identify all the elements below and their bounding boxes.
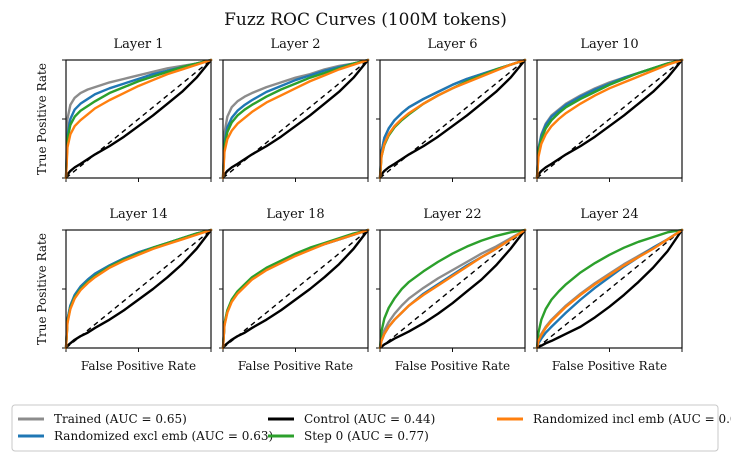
- roc-curve-series-3: [378, 228, 527, 350]
- x-axis-label: False Positive Rate: [238, 359, 353, 373]
- panel-layer-4: Layer 10: [533, 37, 684, 182]
- roc-curve-series-5: [221, 228, 370, 350]
- roc-curve-series-5: [64, 58, 213, 180]
- chance-diagonal: [222, 229, 369, 349]
- roc-curve-series-5: [535, 58, 684, 180]
- panel-title: Layer 2: [270, 37, 320, 52]
- panel-layer-1: Layer 1 True Positive Rate: [35, 37, 213, 182]
- legend-label: Control (AUC = 0.44): [304, 412, 435, 426]
- roc-curve-series-3: [64, 228, 213, 350]
- y-axis-label: True Positive Rate: [35, 233, 49, 345]
- x-axis-label: False Positive Rate: [395, 359, 510, 373]
- panel-layer-2: Layer 2: [219, 37, 370, 182]
- chance-diagonal: [65, 229, 212, 349]
- panels-layer: Layer 1 True Positive Rate Layer 2 Layer 6 L…: [35, 37, 684, 373]
- roc-curve-series-5: [535, 228, 684, 350]
- roc-curve-series-1: [64, 58, 213, 180]
- panel-layer-8: Layer 24 False Positive Rate: [533, 207, 684, 373]
- legend-label: Randomized excl emb (AUC = 0.63): [54, 429, 273, 443]
- panel-frame: [65, 229, 212, 349]
- panel-layer-6: Layer 18 False Positive Rate: [219, 207, 370, 373]
- roc-curve-series-3: [535, 58, 684, 180]
- legend-item: Control (AUC = 0.44): [268, 412, 435, 426]
- x-axis-label: False Positive Rate: [552, 359, 667, 373]
- panel-layer-7: Layer 22 False Positive Rate: [376, 207, 527, 373]
- panel-layer-3: Layer 6: [376, 37, 527, 182]
- panel-frame: [379, 59, 526, 179]
- chance-diagonal: [379, 229, 526, 349]
- roc-curve-series-4: [64, 58, 213, 180]
- legend: Trained (AUC = 0.65) Control (AUC = 0.44)…: [11, 404, 731, 452]
- panel-title: Layer 10: [580, 37, 638, 52]
- panel-title: Layer 24: [580, 207, 638, 222]
- roc-curve-series-4: [221, 58, 370, 180]
- figure-title: Fuzz ROC Curves (100M tokens): [224, 10, 507, 30]
- roc-curve-series-3: [535, 228, 684, 350]
- x-axis-label: False Positive Rate: [81, 359, 196, 373]
- panel-frame: [379, 229, 526, 349]
- roc-curve-series-5: [378, 58, 527, 180]
- legend-label: Trained (AUC = 0.65): [54, 412, 187, 426]
- panel-title: Layer 6: [427, 37, 477, 52]
- legend-item: Randomized incl emb (AUC = 0.65): [497, 412, 731, 426]
- panel-frame: [65, 59, 212, 179]
- legend-box: [11, 404, 719, 452]
- roc-curve-series-2: [221, 58, 370, 180]
- roc-curve-series-4: [535, 58, 684, 180]
- panel-layer-5: Layer 14 True Positive Rate False Positive…: [35, 207, 213, 373]
- panel-title: Layer 14: [109, 207, 167, 222]
- roc-curve-series-5: [221, 58, 370, 180]
- y-axis-label: True Positive Rate: [35, 63, 49, 175]
- legend-item: Randomized excl emb (AUC = 0.63): [18, 429, 273, 443]
- roc-curve-series-3: [221, 228, 370, 350]
- legend-item: Trained (AUC = 0.65): [18, 412, 187, 426]
- legend-item: Step 0 (AUC = 0.77): [268, 429, 429, 443]
- panel-title: Layer 1: [113, 37, 163, 52]
- panel-title: Layer 22: [423, 207, 481, 222]
- panel-frame: [222, 229, 369, 349]
- roc-curve-series-1: [378, 228, 527, 350]
- chance-diagonal: [536, 229, 683, 349]
- roc-curve-series-3: [378, 58, 527, 180]
- legend-label: Step 0 (AUC = 0.77): [304, 429, 429, 443]
- roc-curve-series-4: [378, 228, 527, 350]
- roc-curve-series-4: [535, 228, 684, 350]
- panel-title: Layer 18: [266, 207, 324, 222]
- roc-curve-series-5: [64, 228, 213, 350]
- panel-frame: [536, 59, 683, 179]
- roc-curve-series-3: [221, 58, 370, 180]
- legend-label: Randomized incl emb (AUC = 0.65): [533, 412, 731, 426]
- panel-frame: [222, 59, 369, 179]
- panel-frame: [536, 229, 683, 349]
- roc-curve-series-3: [64, 58, 213, 180]
- roc-curve-series-5: [378, 228, 527, 350]
